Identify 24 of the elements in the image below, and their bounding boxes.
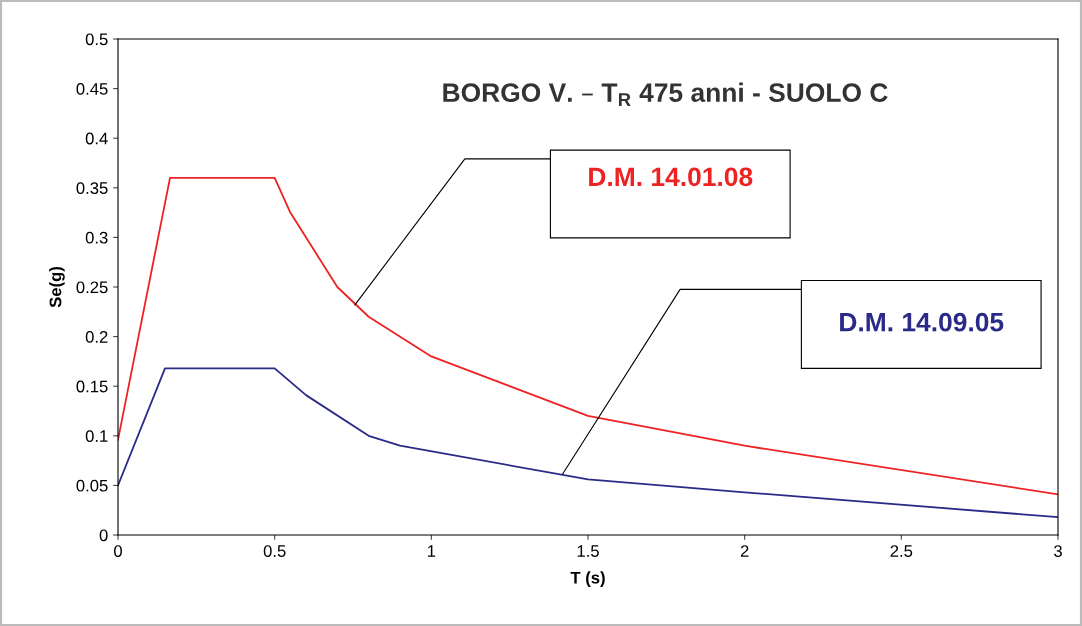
y-axis-title: Se(g) [49,266,65,308]
x-tick-label: 2.5 [890,545,913,557]
y-tick-label: 0 [99,529,108,542]
y-tick-label: 0.5 [85,33,108,46]
y-tick-label: 0.4 [85,132,108,145]
x-tick-label: 1 [427,545,436,557]
y-tick-label: 0.35 [76,182,108,194]
y-tick-label: 0.15 [76,380,108,393]
x-tick-label: 3 [1054,545,1062,557]
y-tick-label: 0.45 [76,83,108,95]
x-tick-label: 0 [114,545,122,557]
y-tick-label: 0.1 [85,430,108,442]
line-series [118,367,1058,519]
x-tick-label: 2 [740,545,749,557]
x-tick-label: 1.5 [577,545,599,557]
y-tick-label: 0.05 [76,479,108,492]
text: BORGO V. – T$_{R}$ 475 anni - SUOLO C [443,82,888,106]
x-tick-label: 0.5 [263,545,286,557]
y-tick-label: 0.3 [85,231,108,244]
x-axis-title: T (s) [570,571,605,587]
text: D.M. 14.01.08 [589,167,753,187]
text: D.M. 14.09.05 [840,312,1004,332]
y-tick-label: 0.2 [85,331,108,343]
y-tick-label: 0.25 [76,281,108,294]
